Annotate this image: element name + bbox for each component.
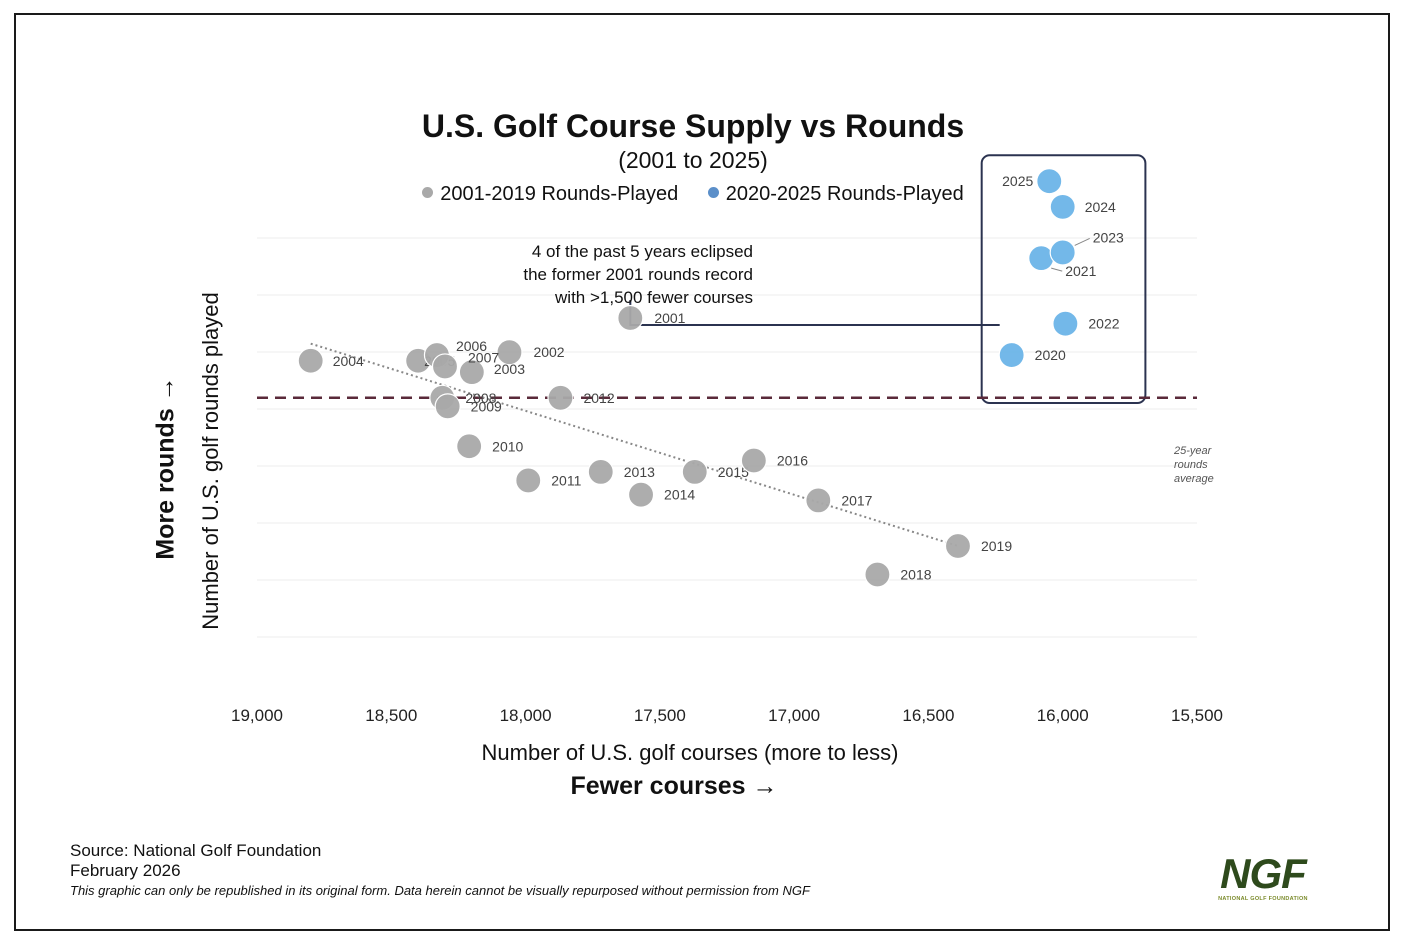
- point-label-2004: 2004: [333, 353, 364, 369]
- average-line-label: rounds: [1174, 459, 1208, 471]
- legend-item-historic: 2001-2019 Rounds-Played: [422, 183, 678, 206]
- point-2009: [434, 393, 461, 420]
- leader-line-2021: [1051, 267, 1063, 272]
- x-tick-label: 18,500: [365, 706, 417, 725]
- chart-legend: 2001-2019 Rounds-Played 2020-2025 Rounds…: [0, 183, 1386, 206]
- highlight-box: [980, 154, 1147, 405]
- x-tick-label: 16,000: [1037, 706, 1089, 725]
- source-note: Source: National Golf Foundation Februar…: [70, 841, 321, 881]
- point-label-2023: 2023: [1093, 229, 1124, 245]
- x-tick-label: 17,000: [768, 706, 820, 725]
- chart-title: U.S. Golf Course Supply vs Rounds: [421, 108, 965, 144]
- point-2013: [587, 458, 614, 485]
- point-label-2013: 2013: [624, 464, 655, 480]
- point-label-2001: 2001: [654, 310, 685, 326]
- point-label-2025: 2025: [1002, 173, 1033, 189]
- y-axis-emphasis-label: More rounds →: [151, 376, 180, 560]
- x-tick-label: 19,000: [231, 706, 283, 725]
- average-line-label: 25-year: [1173, 445, 1213, 457]
- point-2018: [864, 561, 891, 588]
- point-2003: [458, 359, 485, 386]
- point-2014: [627, 481, 655, 508]
- point-2004: [297, 347, 324, 374]
- point-label-2019: 2019: [981, 538, 1012, 554]
- point-label-2014: 2014: [664, 487, 695, 503]
- point-2022: [1052, 310, 1079, 337]
- point-2001: [617, 304, 644, 332]
- point-2011: [515, 467, 542, 494]
- point-2024: [1049, 193, 1076, 220]
- point-label-2016: 2016: [777, 453, 808, 469]
- x-axis-label: Number of U.S. golf courses (more to les…: [481, 740, 899, 765]
- point-label-2009: 2009: [471, 398, 502, 414]
- legend-swatch-historic: [422, 187, 434, 198]
- leader-line-2023: [1074, 237, 1090, 246]
- legend-swatch-recent: [707, 187, 719, 198]
- point-2023: [1049, 239, 1076, 266]
- source-text: Source: National Golf Foundation: [70, 841, 322, 860]
- point-label-2008: 2008: [465, 390, 496, 406]
- point-2007: [431, 353, 459, 380]
- point-label-2024: 2024: [1085, 199, 1116, 215]
- point-label-2003: 2003: [494, 361, 525, 377]
- average-line-label: average: [1174, 473, 1214, 485]
- point-label-2007: 2007: [468, 349, 499, 365]
- ngf-logo-subtext: NATIONAL GOLF FOUNDATION: [1218, 896, 1308, 902]
- annotation-text: the former 2001 rounds record: [523, 265, 753, 284]
- x-tick-label: 15,500: [1171, 706, 1223, 725]
- point-2002: [496, 339, 523, 366]
- x-axis-emphasis-label: Fewer courses →: [570, 772, 778, 800]
- point-label-2011: 2011: [551, 472, 581, 488]
- chart-subtitle: (2001 to 2025): [618, 147, 768, 173]
- annotation-text: with >1,500 fewer courses: [554, 288, 753, 307]
- ngf-logo-mark: NGF: [1220, 850, 1307, 897]
- trendline: [310, 342, 959, 547]
- y-axis-label: Number of U.S. golf rounds played: [198, 292, 223, 630]
- point-label-2015: 2015: [718, 464, 749, 480]
- annotation-text: 4 of the past 5 years eclipsed: [532, 242, 753, 261]
- x-tick-label: 18,000: [500, 706, 552, 725]
- point-label-2017: 2017: [841, 492, 872, 508]
- point-label-2020: 2020: [1035, 347, 1066, 363]
- x-tick-label: 16,500: [902, 706, 954, 725]
- ngf-logo: NGF NATIONAL GOLF FOUNDATION: [1208, 850, 1318, 903]
- legend-label-historic: 2001-2019 Rounds-Played: [440, 183, 679, 205]
- point-label-2018: 2018: [900, 567, 931, 583]
- disclaimer-text: This graphic can only be republished in …: [70, 883, 810, 898]
- chart-frame: [14, 13, 1390, 931]
- x-tick-label: 17,500: [634, 706, 686, 725]
- point-label-2022: 2022: [1088, 316, 1119, 332]
- point-2019: [944, 532, 972, 560]
- source-date: February 2026: [70, 861, 181, 880]
- point-label-2010: 2010: [492, 438, 523, 454]
- point-2015: [681, 458, 708, 485]
- point-2020: [998, 341, 1025, 369]
- point-label-2021: 2021: [1065, 263, 1096, 279]
- point-label-2002: 2002: [533, 344, 564, 360]
- point-2017: [805, 487, 832, 514]
- point-2016: [740, 447, 767, 474]
- legend-label-recent: 2020-2025 Rounds-Played: [725, 183, 964, 205]
- point-2010: [456, 433, 483, 460]
- point-2025: [1036, 168, 1063, 195]
- legend-item-recent: 2020-2025 Rounds-Played: [707, 183, 964, 206]
- point-2012: [547, 384, 574, 411]
- point-label-2012: 2012: [583, 390, 614, 406]
- point-label-2006: 2006: [456, 338, 487, 354]
